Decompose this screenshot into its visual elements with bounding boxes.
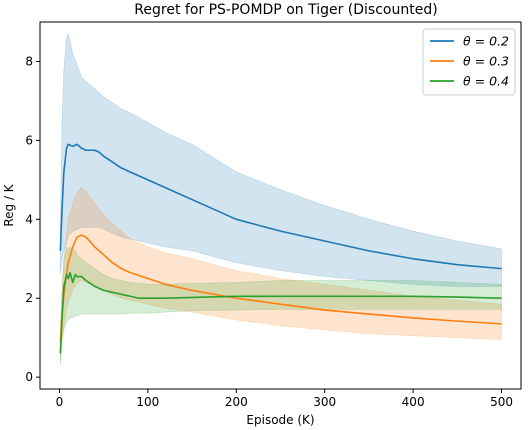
- y-axis-label: Reg / K: [2, 183, 16, 226]
- legend-label-3: θ = 0.4: [463, 74, 509, 89]
- x-tick-label: 400: [402, 395, 425, 409]
- plot-frame: [39, 21, 522, 390]
- y-tick-label: 4: [25, 212, 33, 226]
- x-tick-label: 100: [136, 395, 159, 409]
- series-line-3: [59, 271, 502, 354]
- series-line-2: [59, 234, 502, 342]
- x-axis-label: Episode (K): [246, 413, 314, 427]
- legend-label-2: θ = 0.3: [463, 54, 509, 69]
- series-line-1: [59, 143, 502, 270]
- confidence-band-1: [60, 32, 502, 287]
- confidence-band-2: [60, 187, 502, 358]
- y-tick-label: 8: [25, 54, 33, 68]
- y-axis-ticks: 0 2 4 6 8: [25, 54, 40, 384]
- y-tick-label: 6: [25, 133, 33, 147]
- legend-box: [422, 28, 516, 96]
- chart-title: Regret for PS-POMDP on Tiger (Discounted…: [134, 2, 437, 18]
- x-axis-ticks: 0 100 200 300 400 500: [56, 389, 513, 409]
- x-tick-label: 200: [225, 395, 248, 409]
- x-tick-label: 300: [313, 395, 336, 409]
- y-tick-label: 2: [25, 291, 33, 305]
- confidence-band-3: [60, 245, 502, 366]
- legend-label-1: θ = 0.2: [463, 34, 509, 49]
- x-tick-label: 0: [56, 395, 64, 409]
- y-tick-label: 0: [25, 370, 33, 384]
- confidence-bands: [60, 32, 502, 366]
- legend: θ = 0.2 θ = 0.3 θ = 0.4: [422, 28, 516, 96]
- series-lines: [59, 143, 502, 354]
- x-tick-label: 500: [490, 395, 513, 409]
